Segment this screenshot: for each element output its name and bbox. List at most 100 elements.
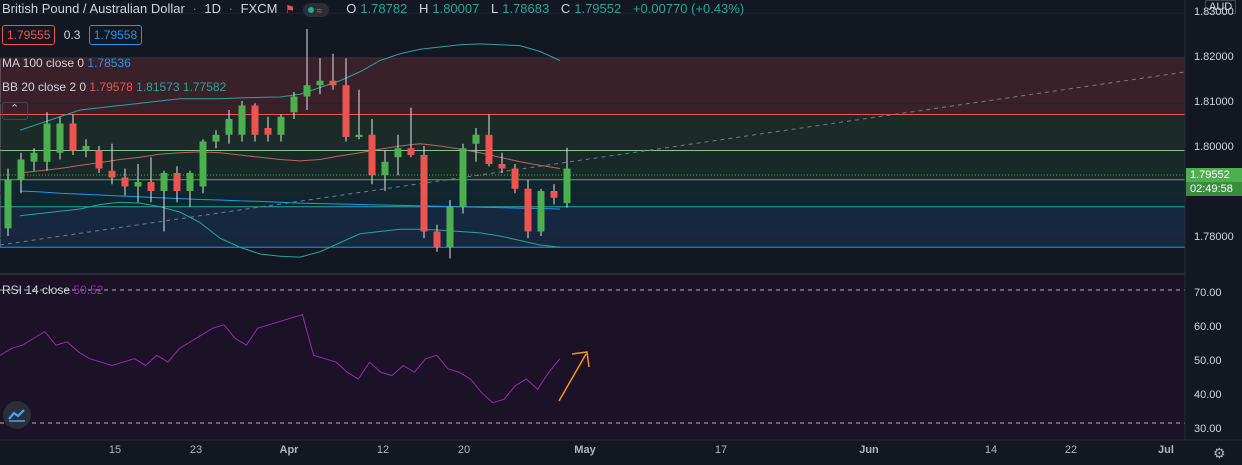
candle-body [316,80,324,86]
annotation-arrow[interactable] [558,351,590,402]
rsi-label: RSI 14 close [2,283,71,297]
candle-body [147,182,155,191]
rsi-value: 50.52 [73,283,104,297]
exchange: FXCM [240,1,278,16]
rsi-pane-background [0,274,1185,440]
candle-body [121,177,129,187]
candle-body [290,96,298,113]
bb-legend[interactable]: BB 20 close 2 0 1.79578 1.81573 1.77582 [2,80,226,94]
candle-body [368,134,376,176]
time-tick-label: 14 [984,444,998,456]
candle-body [355,134,363,137]
candle-body [550,191,558,198]
time-tick-label: 15 [108,444,122,456]
candle-body [303,85,311,97]
candle-body [342,85,350,137]
candle-body [433,231,441,248]
ohlc-low: L 1.78683 [490,1,550,16]
currency-label[interactable]: AUD [1205,0,1237,14]
fib-zone [0,58,1185,115]
sell-button[interactable]: 1.79555 [2,25,56,45]
rsi-indicator [0,314,561,404]
moving-average-100 [19,190,561,210]
time-tick-label: 17 [714,444,728,456]
candle-body [56,123,64,153]
candle-body [225,119,233,135]
tradingview-logo-icon[interactable] [3,401,31,429]
candle-body [212,134,220,142]
ma-legend[interactable]: MA 100 close 0 1.78536 [2,56,131,70]
candle-body [381,161,389,176]
buy-button[interactable]: 1.79558 [88,25,143,45]
price-tick-label: 1.82000 [1194,51,1234,64]
gear-icon[interactable]: ⚙ [1213,445,1226,461]
time-tick-label: Jun [859,444,879,456]
ohlc-close: C 1.79552 [560,1,622,16]
candle-body [459,148,467,207]
time-tick-label: 22 [1064,444,1078,456]
candle-body [563,168,571,204]
rsi-tick-label: 40.00 [1194,388,1222,401]
time-tick-label: 20 [457,444,471,456]
candlestick-series [4,29,571,259]
candle-body [407,148,415,155]
collapse-legend-button[interactable]: ⌃ [2,102,28,120]
fib-zone [0,114,1185,151]
bar-countdown: 02:49:58 [1186,182,1242,196]
candle-body [277,116,285,135]
candle-body [69,123,77,151]
candle-body [251,105,259,135]
candle-body [17,159,25,180]
rsi-tick-label: 30.00 [1194,422,1222,435]
candle-body [511,168,519,189]
candle-body [186,173,194,191]
symbol-name[interactable]: British Pound / Australian Dollar [2,1,185,16]
last-price-tag: 1.79552 [1186,168,1242,182]
candle-body [4,179,12,229]
candle-body [329,80,337,86]
ma-value: 1.78536 [87,56,131,70]
grid-lines [0,12,1185,239]
candle-body [160,173,168,191]
bb-lower-line [19,201,561,258]
candle-body [446,206,454,248]
time-tick-label: May [574,444,596,456]
candle-body [30,152,38,162]
candle-body [82,146,90,151]
price-tick-label: 1.83000 [1194,6,1234,19]
candle-body [498,164,506,169]
time-tick-label: Jul [1158,444,1174,456]
rsi-legend[interactable]: RSI 14 close 50.52 [2,283,103,297]
rsi-tick-label: 60.00 [1194,321,1222,334]
bb-basis-line [19,143,561,174]
bb-label: BB 20 close 2 0 [2,80,87,94]
rsi-line [0,314,561,404]
price-tick-label: 1.78000 [1194,231,1234,244]
candle-body [394,148,402,158]
time-tick-label: 23 [189,444,203,456]
candle-body [264,128,272,135]
fib-zone [0,206,1185,248]
candle-body [472,134,480,144]
candle-body [95,150,103,169]
price-change: +0.00770 (+0.43%) [632,1,745,16]
chevron-up-icon: ⌃ [10,103,20,115]
candle-body [173,173,181,191]
quote-panel: 1.79555 0.3 1.79558 [2,25,143,45]
ohlc-open: O 1.78782 [346,1,408,16]
candle-body [134,182,142,187]
candle-body [108,170,116,178]
candle-body [524,188,532,232]
interval[interactable]: 1D [204,1,222,16]
market-status-icon[interactable]: ≈ [302,2,329,17]
time-tick-label: 12 [376,444,390,456]
bb-lower-value: 1.77582 [182,80,227,94]
bollinger-bands [19,43,561,258]
ohlc-high: H 1.80007 [418,1,480,16]
candle-body [238,105,246,135]
time-tick-label: Apr [279,444,299,456]
symbol-header: British Pound / Australian Dollar · 1D ·… [2,1,745,17]
candle-body [537,191,545,232]
flag-icon[interactable]: ⚑ [285,4,295,16]
